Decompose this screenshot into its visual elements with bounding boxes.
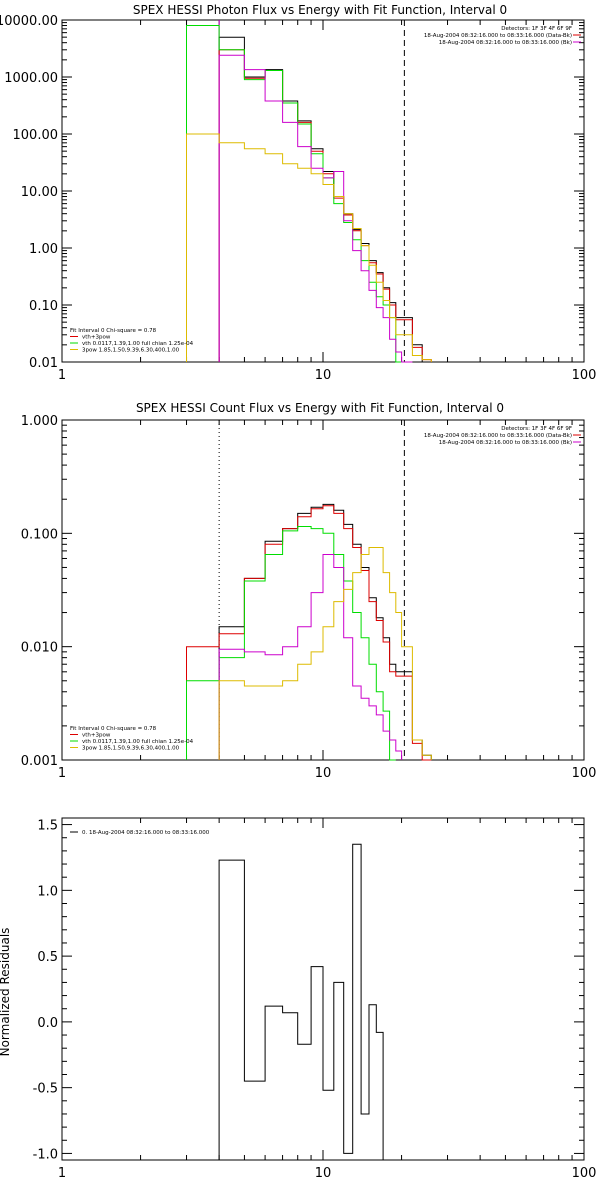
x-tick-label: 1	[58, 766, 66, 781]
series-line	[186, 505, 432, 761]
info-text: 18-Aug-2004 08:32:16.000 to 08:33:16.000…	[439, 40, 572, 46]
series-line	[186, 133, 432, 362]
legend-text: vth+3pow	[82, 733, 111, 739]
y-tick-label: 0.0	[37, 1016, 58, 1031]
series-line	[218, 843, 384, 1160]
y-tick-label: 1.5	[37, 819, 58, 834]
series-line	[218, 36, 432, 363]
info-text: 18-Aug-2004 08:32:16.000 to 08:33:16.000…	[424, 433, 572, 439]
y-tick-label: 0.01	[29, 356, 58, 371]
y-tick-label: 1000.00	[4, 71, 58, 86]
x-tick-label: 10	[315, 766, 332, 781]
x-tick-label: 10	[315, 368, 332, 383]
y-tick-label: 0.010	[21, 641, 58, 656]
y-tick-label: 10000.00	[0, 14, 58, 29]
legend-text: 0. 18-Aug-2004 08:32:16.000 to 08:33:16.…	[82, 830, 210, 836]
photon-flux-panel: SPEX HESSI Photon Flux vs Energy with Fi…	[0, 3, 596, 383]
info-text: Detectors: 1F 3F 4F 6F 9F	[501, 426, 572, 432]
info-text: Detectors: 1F 3F 4F 6F 9F	[501, 26, 572, 32]
y-tick-label: 0.10	[29, 299, 58, 314]
info-text: 18-Aug-2004 08:32:16.000 to 08:33:16.000…	[424, 33, 572, 39]
x-tick-label: 100	[572, 368, 597, 383]
x-tick-label: 100	[572, 1166, 597, 1181]
y-tick-label: 0.001	[21, 754, 58, 769]
series-line	[218, 554, 403, 760]
legend-text: Fit Interval 0 Chi-square = 0.78	[70, 328, 157, 334]
info-text: 18-Aug-2004 08:32:16.000 to 08:33:16.000…	[439, 440, 572, 446]
legend-text: vth 0.0117,1.39,1.00 full chian 1.25e-04	[82, 341, 194, 347]
y-tick-label: 1.0	[37, 884, 58, 899]
series-line	[218, 54, 413, 363]
legend-text: vth+3pow	[82, 335, 111, 341]
legend-text: Fit Interval 0 Chi-square = 0.78	[70, 726, 157, 732]
series-line	[186, 526, 396, 761]
y-tick-label: 1.00	[29, 242, 58, 257]
y-tick-label: 10.00	[21, 185, 58, 200]
x-tick-label: 1	[58, 368, 66, 383]
x-tick-label: 100	[572, 766, 597, 781]
y-tick-label: 1.000	[21, 414, 58, 429]
series-line	[218, 503, 432, 760]
legend-text: vth 0.0117,1.39,1.00 full chian 1.25e-04	[82, 739, 194, 745]
x-tick-label: 1	[58, 1166, 66, 1181]
count-flux-panel: SPEX HESSI Count Flux vs Energy with Fit…	[21, 401, 597, 781]
series-line	[218, 547, 432, 760]
y-tick-label: 0.5	[37, 950, 58, 965]
photon-flux-title: SPEX HESSI Photon Flux vs Energy with Fi…	[133, 3, 507, 17]
y-tick-label: -0.5	[33, 1082, 58, 1097]
legend-text: 3pow 1.85,1.50,9.39,6.30,400,1.00	[82, 746, 180, 752]
plot-frame	[61, 19, 585, 363]
residuals-panel: Normalized Residuals 1 10 100 -1.0 -0.5 0.0 0.…	[0, 817, 597, 1181]
y-tick-label: 100.00	[13, 128, 59, 143]
count-flux-title: SPEX HESSI Count Flux vs Energy with Fit…	[136, 401, 504, 415]
y-tick-label: 0.100	[21, 527, 58, 542]
series-line	[218, 49, 432, 362]
residuals-ylabel: Normalized Residuals	[0, 928, 12, 1057]
legend-text: 3pow 1.85,1.50,9.39,6.30,400,1.00	[82, 348, 180, 354]
y-tick-label: -1.0	[33, 1147, 58, 1162]
x-tick-label: 10	[315, 1166, 332, 1181]
